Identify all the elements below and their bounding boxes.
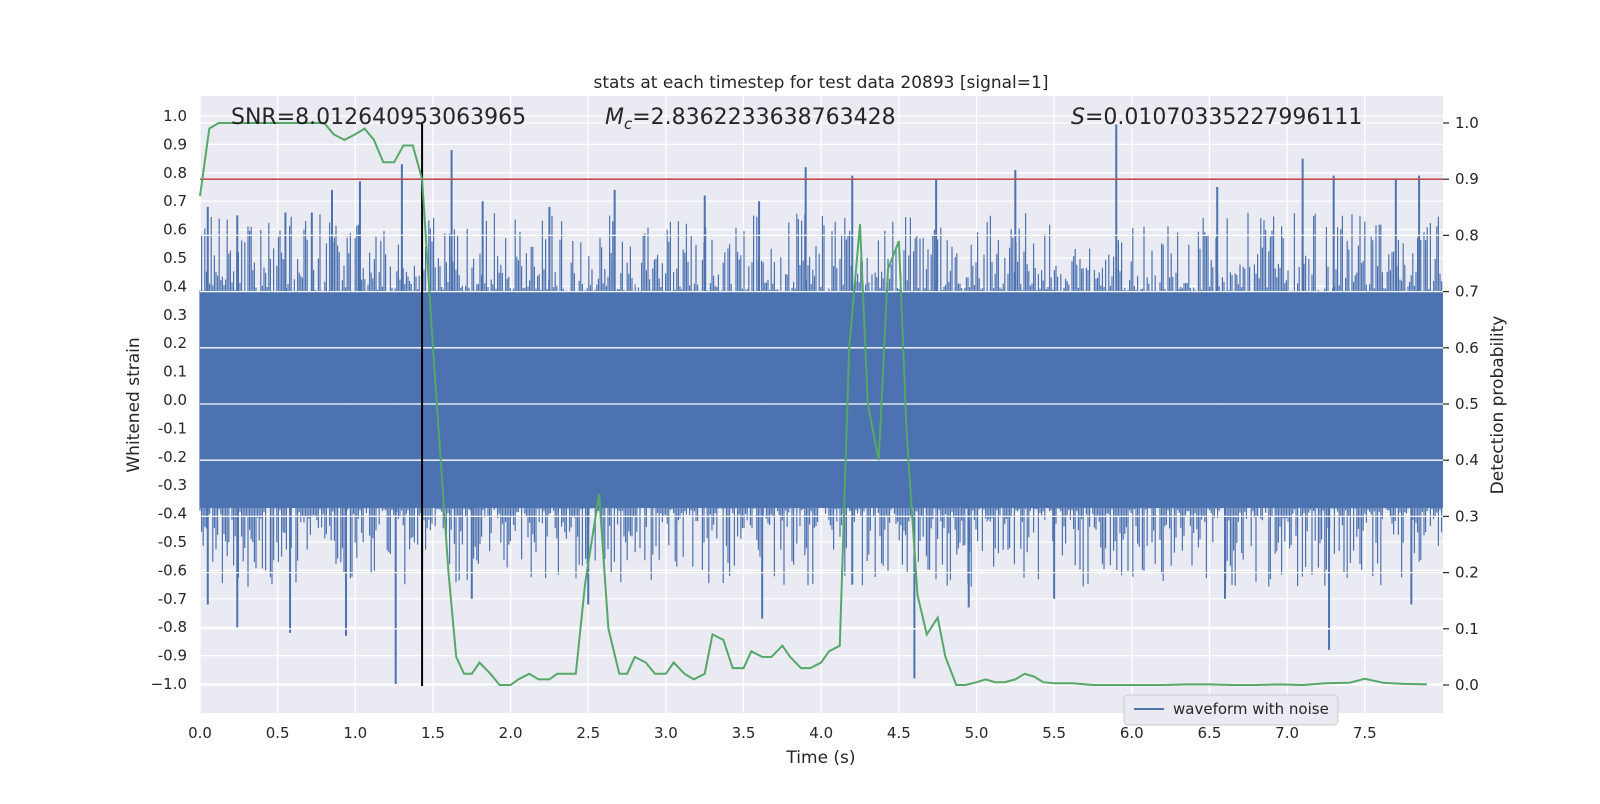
chirp-mass-value: =2.8362233638763428 bbox=[632, 105, 895, 130]
x-tick-label: 5.0 bbox=[965, 724, 989, 742]
y-tick-label: -0.4 bbox=[158, 505, 187, 523]
y2-tick-label: 0.6 bbox=[1455, 339, 1479, 357]
y2-tick-label: 0.2 bbox=[1455, 564, 1479, 582]
y2-tick-label: 0.3 bbox=[1455, 507, 1479, 525]
x-tick-label: 2.5 bbox=[576, 724, 600, 742]
right-y-axis-ticks: 1.0 0.9 0.8 0.7 0.6 0.5 0.4 0.3 0.2 0.1 0.0 bbox=[1443, 114, 1479, 694]
snr-annotation: SNR=8.012640953063965 bbox=[231, 105, 526, 130]
y-tick-label: -0.3 bbox=[158, 476, 187, 494]
x-tick-label: 5.5 bbox=[1042, 724, 1066, 742]
y-tick-label: 0.2 bbox=[163, 334, 187, 352]
chirp-mass-subscript: c bbox=[624, 115, 633, 133]
y-tick-label: 0.0 bbox=[163, 391, 187, 409]
legend: waveform with noise bbox=[1123, 694, 1339, 726]
y2-tick-label: 0.0 bbox=[1455, 676, 1479, 694]
chirp-mass-symbol: M bbox=[605, 105, 624, 130]
s-value: =0.010703352279961​11 bbox=[1085, 105, 1362, 130]
y-tick-label: 0.3 bbox=[163, 306, 187, 324]
y-tick-label: -0.2 bbox=[158, 448, 187, 466]
s-symbol: S bbox=[1071, 105, 1085, 130]
y2-tick-label: 0.7 bbox=[1455, 283, 1479, 301]
y-axis-ticks: 1.0 0.9 0.8 0.7 0.6 0.5 0.4 0.3 0.2 0.1 0.0 -0.1 -0.… bbox=[151, 107, 187, 693]
x-tick-label: 6.5 bbox=[1198, 724, 1222, 742]
y-tick-label: 0.7 bbox=[163, 192, 187, 210]
y-tick-label: 0.8 bbox=[163, 164, 187, 182]
x-tick-label: 1.5 bbox=[421, 724, 445, 742]
y2-tick-label: 0.8 bbox=[1455, 226, 1479, 244]
x-tick-label: 0.0 bbox=[188, 724, 212, 742]
waveform-with-noise-series bbox=[200, 292, 1443, 508]
x-tick-label: 4.0 bbox=[809, 724, 833, 742]
waveform-noise-band bbox=[200, 292, 1443, 508]
y-tick-label: 0.9 bbox=[163, 135, 187, 153]
right-axis-grid-lines bbox=[200, 122, 1443, 686]
y-tick-label: 0.1 bbox=[163, 363, 187, 381]
y-tick-label: 0.4 bbox=[163, 277, 187, 295]
y2-tick-label: 1.0 bbox=[1455, 114, 1479, 132]
y-tick-label: -0.9 bbox=[158, 647, 187, 665]
x-tick-label: 7.5 bbox=[1353, 724, 1377, 742]
x-tick-label: 3.5 bbox=[732, 724, 756, 742]
y-axis-label: Whitened strain bbox=[124, 337, 144, 472]
y2-axis-label: Detection probability bbox=[1488, 316, 1508, 495]
x-tick-label: 2.0 bbox=[499, 724, 523, 742]
x-axis-label: Time (s) bbox=[785, 748, 855, 768]
x-tick-label: 3.0 bbox=[654, 724, 678, 742]
detection-probability-line bbox=[199, 122, 1427, 687]
chirp-mass-annotation: Mc=2.8362233638763428 bbox=[605, 105, 896, 133]
x-tick-label: 4.5 bbox=[887, 724, 911, 742]
legend-label: waveform with noise bbox=[1173, 700, 1329, 718]
y-tick-label: -0.7 bbox=[158, 590, 187, 608]
y-tick-label: 0.6 bbox=[163, 221, 187, 239]
y2-tick-label: 0.4 bbox=[1455, 451, 1479, 469]
x-tick-label: 1.0 bbox=[343, 724, 367, 742]
x-tick-label: 7.0 bbox=[1275, 724, 1299, 742]
y2-tick-label: 0.1 bbox=[1455, 620, 1479, 638]
y-tick-label: −1.0 bbox=[151, 675, 187, 693]
legend-box bbox=[1123, 694, 1339, 726]
x-tick-label: 0.5 bbox=[266, 724, 290, 742]
y-tick-label: 1.0 bbox=[163, 107, 187, 125]
y-tick-label: -0.8 bbox=[158, 618, 187, 636]
y-tick-label: -0.1 bbox=[158, 419, 187, 437]
y-tick-label: -0.6 bbox=[158, 561, 187, 579]
x-tick-label: 6.0 bbox=[1120, 724, 1144, 742]
x-axis-ticks: 0.0 0.5 1.0 1.5 2.0 2.5 3.0 3.5 4.0 4.5 5.0 5.5 6.0 6… bbox=[188, 724, 1377, 742]
y-tick-label: -0.5 bbox=[158, 533, 187, 551]
chart-title: stats at each timestep for test data 208… bbox=[594, 73, 1049, 93]
y2-tick-label: 0.5 bbox=[1455, 395, 1479, 413]
s-annotation: S=0.010703352279961​11 bbox=[1071, 105, 1362, 130]
y-tick-label: 0.5 bbox=[163, 249, 187, 267]
y2-tick-label: 0.9 bbox=[1455, 170, 1479, 188]
